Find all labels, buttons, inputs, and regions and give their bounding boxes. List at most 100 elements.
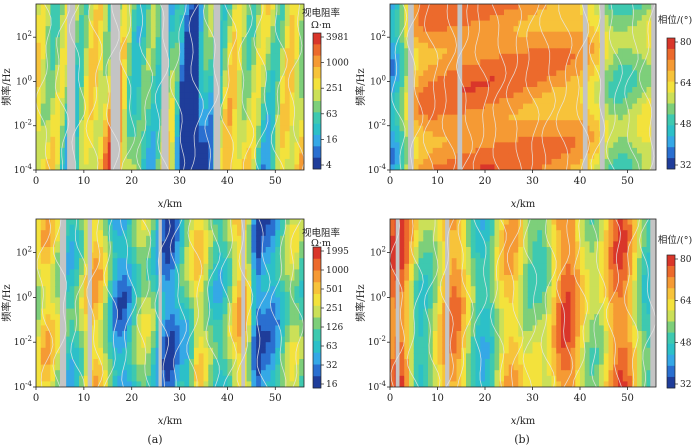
- heatmap-cell: [150, 269, 157, 276]
- heatmap-cell: [299, 92, 304, 99]
- heatmap-cell: [532, 131, 538, 138]
- heatmap-cell: [428, 59, 434, 66]
- heatmap-cell: [217, 15, 224, 22]
- heatmap-cell: [237, 241, 243, 248]
- heatmap-cell: [189, 147, 195, 154]
- heatmap-cell: [165, 359, 171, 366]
- heatmap-cell: [36, 342, 42, 349]
- heatmap-cell: [203, 4, 209, 11]
- heatmap-cell: [98, 120, 104, 127]
- heatmap-cell: [256, 9, 262, 16]
- y-tick-label: 100: [16, 74, 32, 87]
- heatmap-cell: [98, 64, 104, 71]
- contour-line: [525, 4, 540, 170]
- heatmap-cell: [203, 280, 209, 287]
- heatmap-cell: [275, 142, 281, 149]
- heatmap-cell: [513, 103, 519, 110]
- heatmap-cell: [561, 87, 567, 94]
- heatmap-cell: [103, 64, 109, 71]
- heatmap-cell: [485, 98, 491, 105]
- heatmap-cell: [126, 291, 133, 298]
- heatmap-cell: [141, 37, 147, 44]
- heatmap-cell: [69, 308, 75, 315]
- heatmap-cell: [461, 15, 467, 22]
- heatmap-cell: [198, 53, 205, 60]
- heatmap-cell: [150, 359, 157, 366]
- heatmap-cell: [74, 9, 80, 16]
- heatmap-cell: [390, 48, 396, 55]
- heatmap-cell: [69, 381, 75, 387]
- heatmap-cell: [69, 370, 75, 377]
- heatmap-cell: [165, 224, 171, 231]
- heatmap-cell: [475, 26, 481, 33]
- heatmap-cell: [284, 20, 291, 27]
- y-tick-label: 10-4: [14, 163, 33, 176]
- heatmap-cell: [165, 325, 171, 332]
- heatmap-cell: [565, 81, 572, 88]
- heatmap-cell: [131, 20, 138, 27]
- heatmap-cell: [461, 120, 467, 127]
- heatmap-cell: [222, 331, 229, 338]
- heatmap-cell: [475, 48, 481, 55]
- heatmap-cell: [399, 81, 405, 88]
- heatmap-cell: [155, 59, 162, 66]
- heatmap-cell: [45, 303, 51, 310]
- heatmap-cell: [79, 263, 85, 270]
- heatmap-cell: [79, 136, 85, 143]
- heatmap-cell: [475, 87, 481, 94]
- heatmap-cell: [179, 359, 185, 366]
- heatmap-cell: [632, 48, 638, 55]
- heatmap-cell: [170, 37, 176, 44]
- heatmap-cell: [146, 81, 152, 88]
- heatmap-cell: [198, 224, 205, 231]
- heatmap-cell: [160, 275, 166, 282]
- colorbar-title: Ω·m: [311, 20, 331, 31]
- heatmap-cell: [260, 70, 267, 77]
- heatmap-cell: [131, 42, 138, 49]
- heatmap-cell: [627, 153, 633, 160]
- heatmap-cell: [208, 164, 214, 170]
- heatmap-cell: [36, 53, 42, 60]
- heatmap-cell: [480, 164, 486, 170]
- heatmap-cell: [198, 158, 205, 166]
- heatmap-cell: [193, 370, 200, 377]
- heatmap-cell: [40, 336, 47, 343]
- heatmap-cell: [222, 153, 229, 160]
- heatmap-cell: [184, 353, 190, 360]
- heatmap-cell: [184, 109, 190, 116]
- heatmap-cell: [45, 370, 51, 377]
- heatmap-cell: [241, 4, 248, 11]
- heatmap-cell: [494, 164, 500, 170]
- heatmap-cell: [485, 48, 491, 55]
- heatmap-cell: [136, 336, 142, 343]
- heatmap-cell: [561, 37, 567, 44]
- heatmap-cell: [637, 147, 643, 154]
- heatmap-cell: [69, 247, 75, 254]
- heatmap-cell: [575, 164, 581, 170]
- heatmap-cell: [399, 158, 405, 166]
- heatmap-cell: [83, 381, 90, 387]
- heatmap-cell: [203, 147, 209, 154]
- heatmap-cell: [280, 147, 286, 154]
- heatmap-cell: [246, 153, 252, 160]
- heatmap-cell: [437, 15, 443, 22]
- heatmap-cell: [198, 20, 205, 27]
- heatmap-cell: [413, 75, 420, 83]
- heatmap-cell: [442, 98, 448, 105]
- heatmap-cell: [208, 224, 214, 231]
- heatmap-cell: [480, 153, 486, 160]
- heatmap-cell: [165, 370, 171, 377]
- heatmap-cell: [256, 109, 262, 116]
- heatmap-cell: [131, 87, 138, 94]
- heatmap-cell: [518, 87, 524, 94]
- heatmap-cell: [437, 81, 443, 88]
- heatmap-cell: [451, 59, 458, 66]
- heatmap-cell: [260, 381, 267, 387]
- heatmap-cell: [74, 319, 80, 326]
- heatmap-cell: [447, 103, 453, 110]
- heatmap-cell: [518, 131, 524, 138]
- heatmap-cell: [146, 370, 152, 377]
- heatmap-cell: [589, 136, 595, 143]
- heatmap-cell: [280, 120, 286, 127]
- heatmap-cell: [284, 48, 291, 55]
